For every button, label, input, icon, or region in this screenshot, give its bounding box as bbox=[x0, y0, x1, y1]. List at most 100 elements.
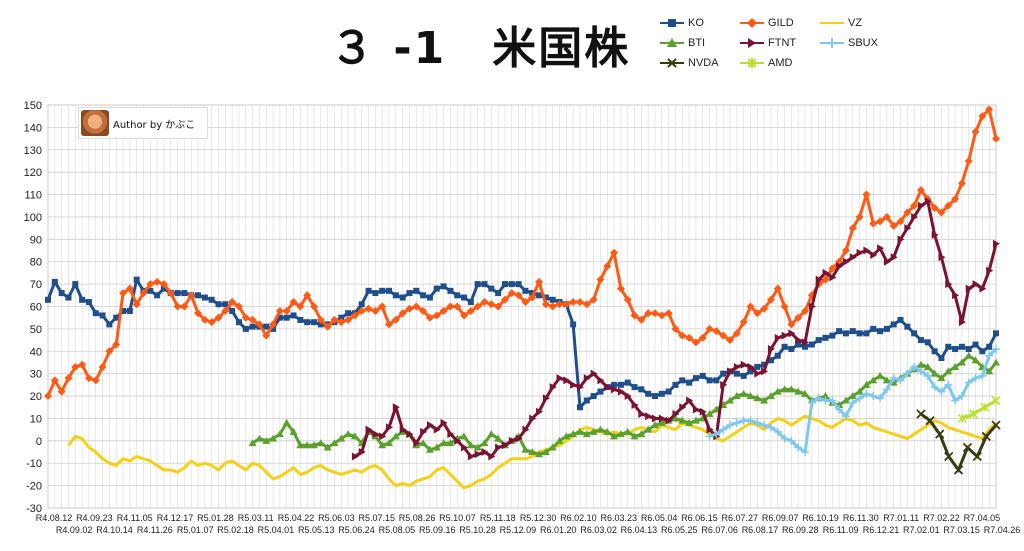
data-point bbox=[862, 380, 871, 388]
data-point bbox=[665, 388, 672, 395]
data-point bbox=[262, 331, 271, 340]
data-point bbox=[392, 403, 400, 412]
data-point bbox=[248, 315, 257, 324]
data-point bbox=[65, 294, 72, 301]
data-point bbox=[630, 311, 639, 320]
data-point bbox=[753, 394, 762, 402]
data-point bbox=[767, 357, 774, 364]
x-tick-label: R5.05.13 bbox=[298, 525, 335, 535]
x-tick-label: R5.12.09 bbox=[500, 525, 537, 535]
data-point bbox=[991, 420, 1001, 430]
data-point bbox=[828, 264, 837, 273]
data-point bbox=[289, 298, 298, 307]
data-point bbox=[651, 393, 658, 400]
data-point bbox=[766, 423, 775, 432]
data-point bbox=[249, 323, 256, 330]
data-point bbox=[760, 421, 769, 430]
data-point bbox=[821, 275, 830, 284]
data-point bbox=[480, 298, 489, 307]
data-point bbox=[337, 318, 346, 327]
data-point bbox=[686, 396, 694, 405]
data-point bbox=[488, 285, 495, 292]
data-point bbox=[889, 374, 898, 383]
data-point bbox=[570, 321, 577, 328]
data-point bbox=[91, 376, 100, 385]
data-point bbox=[747, 362, 755, 371]
data-point bbox=[972, 341, 979, 348]
data-point bbox=[958, 318, 966, 327]
data-point bbox=[645, 390, 652, 397]
data-point bbox=[488, 452, 496, 461]
x-tick-label: R6.01.20 bbox=[540, 525, 577, 535]
x-tick-label: R6.12.21 bbox=[863, 525, 900, 535]
data-point bbox=[698, 333, 707, 342]
data-point bbox=[242, 325, 249, 332]
data-point bbox=[691, 338, 700, 347]
data-point bbox=[309, 441, 318, 449]
data-point bbox=[522, 287, 529, 294]
x-tick-label: R4.10.14 bbox=[96, 525, 133, 535]
data-point bbox=[692, 405, 700, 414]
data-point bbox=[290, 312, 297, 319]
data-point bbox=[522, 425, 530, 434]
data-point bbox=[229, 307, 236, 314]
data-point bbox=[269, 320, 278, 329]
data-point bbox=[582, 430, 591, 438]
data-point bbox=[569, 430, 578, 438]
legend-label: NVDA bbox=[688, 57, 719, 69]
data-point bbox=[358, 448, 366, 457]
data-point bbox=[883, 325, 890, 332]
data-point bbox=[876, 217, 885, 226]
data-point bbox=[971, 374, 980, 383]
data-point bbox=[965, 346, 972, 353]
data-point bbox=[589, 295, 598, 304]
data-point bbox=[106, 321, 113, 328]
data-point bbox=[603, 262, 612, 271]
data-point bbox=[181, 290, 188, 297]
data-point bbox=[876, 371, 885, 379]
data-point bbox=[992, 134, 1000, 143]
data-point bbox=[931, 348, 938, 355]
data-point bbox=[535, 450, 544, 458]
data-point bbox=[986, 343, 993, 350]
data-point bbox=[739, 318, 748, 327]
data-point bbox=[473, 443, 482, 451]
data-point bbox=[705, 324, 714, 333]
data-point bbox=[951, 195, 960, 204]
data-point bbox=[815, 275, 823, 284]
data-point bbox=[241, 313, 250, 322]
x-tick-label: R6.11.09 bbox=[823, 525, 859, 535]
data-point bbox=[583, 397, 590, 404]
data-point bbox=[855, 387, 864, 395]
data-point bbox=[761, 361, 768, 368]
data-point bbox=[270, 325, 277, 332]
y-tick-label: 80 bbox=[30, 257, 42, 269]
data-point bbox=[481, 448, 489, 457]
data-point bbox=[590, 369, 598, 378]
data-point bbox=[228, 298, 237, 307]
data-point bbox=[303, 291, 312, 300]
data-point bbox=[773, 387, 782, 395]
x-tick-label: R5.07.15 bbox=[358, 513, 395, 523]
data-point bbox=[283, 314, 290, 321]
data-point bbox=[972, 451, 982, 462]
x-tick-label: R5.09.16 bbox=[419, 525, 456, 535]
y-tick-label: 70 bbox=[30, 279, 42, 291]
data-point bbox=[215, 301, 222, 308]
data-point bbox=[379, 432, 387, 441]
data-point bbox=[576, 404, 583, 411]
series-vz bbox=[67, 414, 998, 490]
data-point bbox=[869, 219, 878, 228]
data-point bbox=[794, 313, 803, 322]
data-point bbox=[330, 315, 339, 324]
data-point bbox=[555, 436, 564, 444]
data-point bbox=[985, 105, 994, 114]
y-tick-label: -30 bbox=[26, 503, 42, 515]
legend-item-vz: VZ bbox=[820, 16, 862, 30]
y-tick-label: 100 bbox=[24, 212, 42, 224]
data-point bbox=[739, 389, 748, 397]
data-point bbox=[753, 309, 762, 318]
data-point bbox=[985, 351, 994, 360]
data-point bbox=[494, 434, 503, 442]
x-tick-label: R4.08.12 bbox=[36, 513, 73, 523]
